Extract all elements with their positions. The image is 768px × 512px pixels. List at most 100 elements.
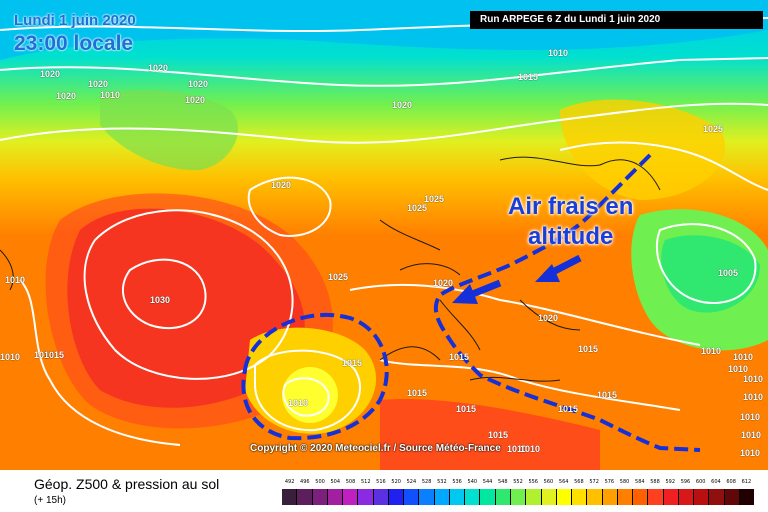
isobar-line [121,258,207,330]
isobar-label: 1015 [407,388,428,398]
scale-tick-label: 536 [452,479,462,485]
east-cold-core [661,235,760,313]
scale-tick-label: 532 [437,479,447,485]
scale-tick-label: 588 [650,479,660,485]
isobar-label: 1025 [703,124,724,134]
scale-tick-label: 528 [421,479,432,485]
scale-swatch [358,489,374,505]
isobar-label: 1020 [148,63,169,73]
scale-tick-label: 604 [711,479,721,485]
scale-swatch [373,489,389,505]
scale-tick-label: 512 [360,479,371,485]
isobar-label: 1010 [701,346,722,356]
scale-swatch [617,489,634,505]
scale-swatch [694,489,710,505]
isobar-label: 1015 [597,390,618,400]
isobar-label: 1020 [188,79,209,89]
scale-swatch [526,489,542,505]
copyright-credit: Copyright © 2020 Meteociel.fr / Source M… [250,443,501,454]
color-scale-bar [282,489,755,505]
isobar-line [559,141,768,191]
scale-tick-label: 564 [558,479,569,485]
isobar-label: 1020 [40,69,61,79]
scale-tick-label: 516 [376,479,386,485]
scale-swatch [510,489,527,505]
scale-tick-label: 556 [528,479,538,485]
isobar-label: 1025 [424,194,445,204]
annotation-line-2: altitude [528,223,614,250]
isobar-label: 1015 [518,72,539,82]
scale-swatch [434,489,450,505]
cold-air-trough [433,153,701,452]
scale-tick-label: 508 [345,479,356,485]
isobar-label: 1010 [520,444,541,454]
scale-swatch [312,489,328,505]
scale-tick-label: 600 [695,479,706,485]
isobar-label: 1015 [488,430,509,440]
isobar-line [19,279,181,446]
isobar-label: 1010 [740,412,761,422]
scandinavia-yellow [560,99,726,200]
cold-air-arrow-1 [535,254,582,282]
scale-tick-label: 584 [635,479,645,485]
scale-tick-label: 560 [543,479,554,485]
scale-swatch [739,489,755,505]
isobar-line [282,377,330,417]
cold-air-annotation: Air frais en altitude [508,192,633,252]
pressure-geopotential-map [0,0,768,470]
scale-tick-label: 612 [741,479,752,485]
isobar-label: 1020 [88,79,109,89]
isobar-label: 1020 [56,91,77,101]
isobar-line [349,283,701,346]
scale-swatch [541,489,557,505]
isobar-label: 1020 [433,278,454,288]
isobar-label: 1020 [271,180,292,190]
scale-tick-label: 548 [497,479,508,485]
scale-tick-label: 540 [467,479,478,485]
scale-swatch [327,489,344,505]
scale-tick-label: 492 [284,479,295,485]
scale-swatch [724,489,740,505]
isobar-label: 1020 [185,95,206,105]
isobar-label: 1010 [0,352,21,362]
product-title: Géop. Z500 & pression au sol [34,476,220,492]
isobar-label: 1020 [392,100,413,110]
scale-swatch [388,489,405,505]
med-red [380,399,600,470]
scale-tick-label: 520 [391,479,401,485]
isobar-label: 1015 [342,358,363,368]
scale-swatch [297,489,313,505]
isobar-label: 1010 [743,374,764,384]
isobar-label: 1010 [34,350,55,360]
scale-swatch [587,489,603,505]
scale-swatch [572,489,588,505]
scale-swatch [480,489,496,505]
isobar-label: 1010 [100,90,121,100]
isobar-label: 1010 [507,444,528,454]
scale-swatch [678,489,695,505]
scale-tick-label: 608 [726,479,736,485]
isobar-label: 1010 [740,448,761,458]
scale-tick-label: 500 [315,479,325,485]
scale-swatch [648,489,664,505]
scale-swatch [556,489,573,505]
isobar-label: 1010 [548,48,569,58]
isobar-label: 1010 [733,352,754,362]
scale-swatch [282,489,298,505]
isobar-label: 1015 [558,404,579,414]
scale-swatch [449,489,466,505]
scale-tick-label: 592 [665,479,676,485]
legend-footer: Géop. Z500 & pression au sol (+ 15h) 492… [0,470,768,512]
isobar-label: 1005 [718,268,739,278]
scale-tick-label: 572 [589,479,599,485]
scale-tick-label: 496 [300,479,310,485]
isobar-label: 1025 [328,272,349,282]
isobar-line [379,359,681,411]
forecast-offset: (+ 15h) [34,495,66,506]
cold-air-arrow-2 [452,279,502,304]
coastline [0,156,661,382]
isobar-line [655,223,757,305]
scale-tick-label: 580 [619,479,630,485]
iberia-low-contour [241,312,389,441]
